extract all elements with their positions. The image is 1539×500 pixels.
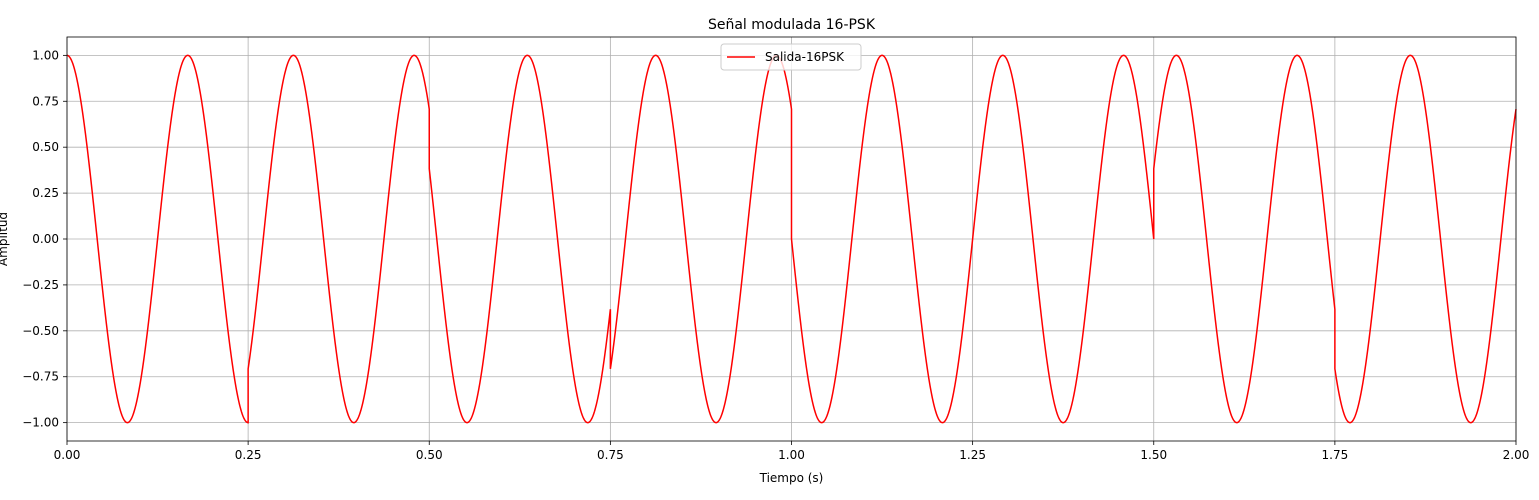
- y-axis-label: Amplitud: [0, 212, 10, 266]
- signal-line: [66, 54, 1517, 424]
- x-tick-label: 0.75: [597, 448, 624, 462]
- y-tick-label: −0.50: [22, 324, 59, 338]
- x-axis-label: Tiempo (s): [759, 471, 824, 485]
- legend-box: [720, 43, 862, 71]
- y-tick-label: −0.75: [22, 370, 59, 384]
- chart-title: Señal modulada 16-PSK: [708, 17, 876, 33]
- x-tick-label: 1.75: [1322, 448, 1349, 462]
- x-tick-label: 1.00: [778, 448, 805, 462]
- x-tick-label: 0.00: [54, 448, 81, 462]
- legend-label: Salida-16PSK: [765, 50, 845, 64]
- y-tick-label: 1.00: [32, 48, 59, 62]
- legend: Salida-16PSK: [720, 43, 862, 71]
- y-tick-label: −1.00: [22, 416, 59, 430]
- x-tick-label: 0.25: [235, 448, 262, 462]
- x-tick-label: 1.50: [1140, 448, 1167, 462]
- x-tick-label: 0.50: [416, 448, 443, 462]
- x-tick-label: 1.25: [959, 448, 986, 462]
- y-tick-label: 0.25: [32, 186, 59, 200]
- y-tick-label: −0.25: [22, 278, 59, 292]
- y-axis-ticks: −1.00 −0.75 −0.50 −0.25 0.00 0.25 0.50 0.75 1.00: [22, 48, 67, 430]
- x-axis-ticks: 0.00 0.25 0.50 0.75 1.00 1.25 1.50 1.75 2.00: [54, 441, 1530, 462]
- y-tick-label: 0.00: [32, 232, 59, 246]
- y-tick-label: 0.50: [32, 140, 59, 154]
- x-tick-label: 2.00: [1503, 448, 1530, 462]
- y-tick-label: 0.75: [32, 94, 59, 108]
